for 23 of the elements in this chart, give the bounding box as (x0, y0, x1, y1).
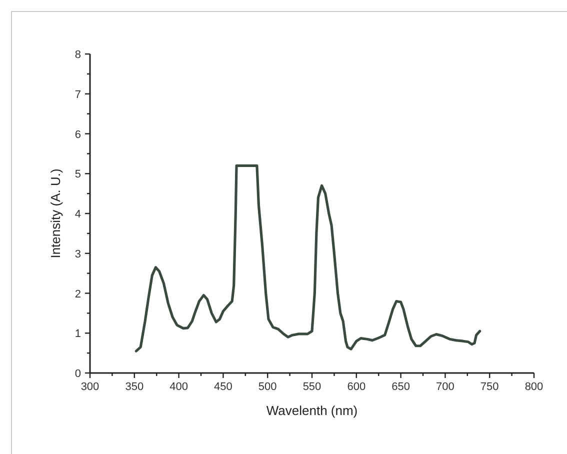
y-tick-label: 3 (74, 248, 81, 260)
x-tick-label: 450 (214, 381, 232, 393)
line-series (134, 164, 482, 352)
x-tick-label: 550 (302, 381, 322, 393)
y-tick-label: 8 (74, 49, 81, 61)
x-tick-label: 650 (392, 381, 410, 393)
x-tick-label: 800 (524, 381, 544, 393)
x-axis-title: Wavelenth (nm) (266, 403, 358, 418)
x-tick-label: 500 (258, 381, 277, 393)
y-tick-label: 0 (74, 368, 81, 380)
y-tick-label: 1 (74, 328, 81, 340)
x-tick-label: 750 (480, 381, 499, 393)
x-tick-label: 700 (436, 381, 454, 393)
y-tick-label: 6 (74, 128, 81, 141)
y-tick-label: 2 (74, 288, 81, 300)
x-tick-label: 400 (170, 381, 188, 393)
y-tick-label: 5 (74, 168, 81, 181)
y-tick-label: 7 (74, 88, 81, 101)
y-axis-title: Intensity (A. U.) (48, 168, 63, 258)
x-tick-label: 350 (125, 381, 144, 393)
y-tick-label: 4 (74, 208, 81, 220)
x-tick-label: 300 (80, 381, 100, 393)
x-tick-label: 600 (347, 381, 366, 393)
